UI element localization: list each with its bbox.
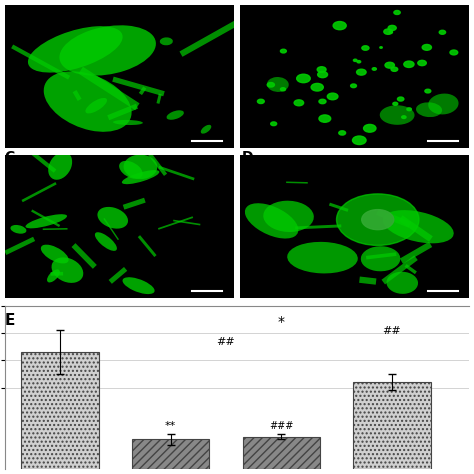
Text: E: E [5, 313, 15, 328]
Circle shape [388, 26, 396, 30]
Ellipse shape [160, 37, 173, 46]
Ellipse shape [124, 155, 157, 179]
Ellipse shape [380, 105, 415, 125]
Ellipse shape [28, 26, 123, 73]
Circle shape [356, 69, 366, 75]
Circle shape [372, 68, 376, 70]
Ellipse shape [383, 210, 454, 243]
Circle shape [450, 50, 458, 55]
Ellipse shape [113, 120, 143, 125]
Circle shape [328, 93, 338, 100]
Circle shape [425, 89, 431, 93]
Circle shape [422, 45, 431, 50]
Ellipse shape [245, 203, 298, 238]
Circle shape [404, 61, 414, 67]
Circle shape [362, 210, 394, 229]
Circle shape [318, 72, 328, 78]
Ellipse shape [98, 207, 128, 228]
Text: ##: ## [383, 326, 401, 336]
Ellipse shape [44, 71, 132, 132]
Text: ##: ## [217, 337, 235, 346]
Bar [353, 382, 430, 469]
Circle shape [364, 124, 376, 132]
Bar [21, 352, 99, 469]
Ellipse shape [122, 277, 155, 294]
Ellipse shape [26, 214, 67, 228]
Ellipse shape [263, 201, 314, 232]
Circle shape [385, 62, 394, 68]
Circle shape [401, 116, 406, 118]
Circle shape [354, 59, 357, 62]
Circle shape [311, 83, 323, 91]
Circle shape [319, 99, 326, 104]
Circle shape [337, 194, 419, 246]
Circle shape [339, 131, 346, 135]
Ellipse shape [386, 272, 418, 294]
Ellipse shape [59, 25, 156, 76]
Ellipse shape [85, 98, 107, 113]
Text: ###: ### [269, 421, 293, 431]
Circle shape [397, 97, 404, 101]
Ellipse shape [10, 225, 27, 234]
Circle shape [393, 102, 398, 105]
Ellipse shape [267, 77, 289, 92]
Circle shape [362, 46, 369, 50]
Text: D: D [242, 149, 253, 164]
Ellipse shape [428, 93, 458, 114]
Ellipse shape [287, 242, 358, 273]
Ellipse shape [416, 102, 442, 117]
Ellipse shape [48, 152, 72, 180]
Ellipse shape [201, 125, 211, 134]
Text: C: C [5, 149, 15, 164]
Circle shape [271, 122, 277, 126]
Circle shape [317, 67, 326, 73]
Text: *: * [278, 315, 285, 328]
Bar [243, 437, 320, 469]
Circle shape [394, 10, 400, 15]
Ellipse shape [119, 161, 143, 179]
Circle shape [418, 60, 426, 66]
Circle shape [267, 82, 274, 87]
Ellipse shape [166, 110, 184, 120]
Circle shape [357, 61, 361, 63]
Circle shape [281, 49, 286, 53]
Circle shape [294, 100, 304, 106]
Ellipse shape [47, 269, 60, 283]
Circle shape [407, 108, 411, 110]
Circle shape [353, 136, 366, 145]
Text: **: ** [165, 421, 176, 431]
Circle shape [333, 21, 346, 30]
Ellipse shape [122, 170, 159, 184]
Circle shape [439, 30, 446, 34]
Circle shape [351, 84, 356, 88]
Bar [132, 439, 210, 469]
Circle shape [319, 115, 331, 122]
Circle shape [380, 47, 383, 48]
Ellipse shape [41, 245, 69, 264]
Circle shape [257, 99, 264, 103]
Ellipse shape [361, 246, 401, 271]
Circle shape [281, 88, 285, 91]
Ellipse shape [95, 232, 117, 251]
Circle shape [297, 74, 310, 82]
Circle shape [391, 67, 398, 72]
Ellipse shape [52, 257, 83, 283]
Circle shape [384, 29, 392, 34]
Circle shape [389, 31, 392, 33]
